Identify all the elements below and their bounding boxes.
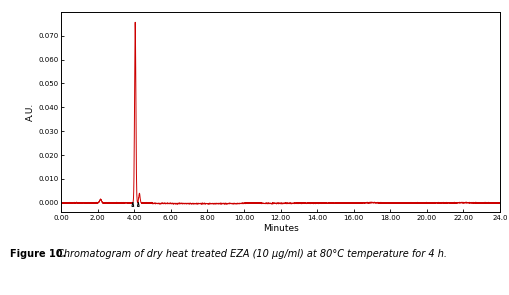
Y-axis label: A.U.: A.U. — [26, 103, 35, 121]
Text: Figure 10.: Figure 10. — [10, 249, 66, 259]
X-axis label: Minutes: Minutes — [262, 224, 298, 233]
Text: Chromatogram of dry heat treated EZA (10 μg/ml) at 80°C temperature for 4 h.: Chromatogram of dry heat treated EZA (10… — [53, 249, 446, 259]
